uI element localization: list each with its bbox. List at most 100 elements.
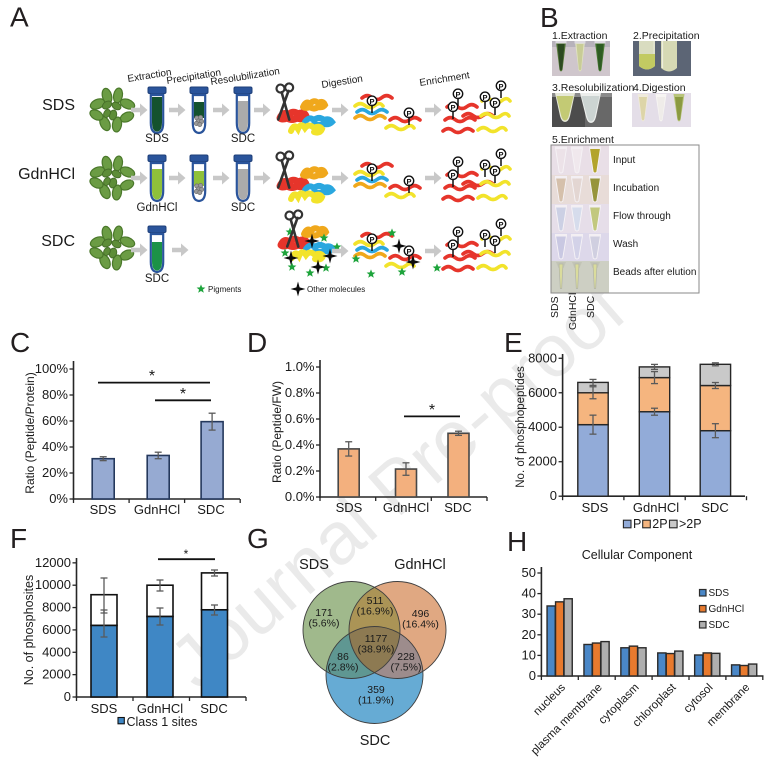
svg-text:GdnHCl: GdnHCl [137, 202, 178, 214]
svg-text:B: B [540, 2, 559, 33]
svg-text:4000: 4000 [528, 419, 557, 434]
svg-text:SDC: SDC [701, 500, 728, 515]
svg-text:0: 0 [529, 668, 536, 683]
svg-text:100%: 100% [35, 361, 69, 376]
svg-text:Cellular Component: Cellular Component [582, 548, 693, 562]
svg-text:SDC: SDC [200, 701, 227, 716]
svg-text:228: 228 [397, 651, 415, 663]
svg-text:496: 496 [412, 608, 430, 620]
svg-text:D: D [247, 327, 267, 358]
svg-text:6000: 6000 [42, 622, 71, 637]
svg-text:SDS: SDS [582, 500, 609, 515]
svg-text:SDS: SDS [709, 588, 730, 599]
svg-text:GdnHCl: GdnHCl [709, 604, 745, 615]
svg-text:SDC: SDC [585, 295, 597, 318]
svg-text:SDC: SDC [444, 500, 471, 515]
svg-text:SDC: SDC [360, 733, 391, 749]
svg-text:3.Resolubilization: 3.Resolubilization [552, 82, 634, 94]
svg-text:SDC: SDC [41, 233, 75, 250]
svg-text:(16.9%): (16.9%) [357, 606, 394, 618]
svg-text:*: * [180, 386, 186, 403]
svg-text:171: 171 [315, 607, 333, 619]
svg-text:359: 359 [367, 684, 385, 696]
svg-text:40%: 40% [42, 439, 68, 454]
svg-text:SDS: SDS [336, 500, 363, 515]
svg-text:60%: 60% [42, 413, 68, 428]
svg-text:30: 30 [522, 606, 536, 621]
svg-text:2P: 2P [652, 517, 667, 531]
svg-text:0: 0 [64, 689, 71, 704]
svg-text:Ratio (Peptide/FW): Ratio (Peptide/FW) [270, 381, 284, 483]
svg-text:0%: 0% [49, 491, 68, 506]
svg-text:*: * [184, 547, 189, 561]
svg-text:SDS: SDS [145, 133, 169, 145]
svg-text:40: 40 [522, 586, 536, 601]
svg-text:Pigments: Pigments [208, 285, 241, 294]
svg-text:GdnHCl: GdnHCl [633, 500, 679, 515]
svg-text:*: * [429, 402, 435, 419]
svg-text:0.4%: 0.4% [285, 437, 315, 452]
svg-text:(2.8%): (2.8%) [328, 662, 359, 674]
svg-text:GdnHCl: GdnHCl [567, 293, 579, 330]
svg-text:E: E [504, 327, 523, 358]
svg-text:C: C [10, 327, 30, 358]
svg-text:1177: 1177 [365, 633, 388, 645]
svg-text:8000: 8000 [42, 600, 71, 615]
svg-text:Input: Input [613, 155, 635, 166]
svg-text:0.0%: 0.0% [285, 489, 315, 504]
svg-text:4000: 4000 [42, 644, 71, 659]
svg-text:(16.4%): (16.4%) [402, 619, 439, 631]
svg-text:(11.9%): (11.9%) [358, 695, 394, 707]
svg-text:GdnHCl: GdnHCl [394, 557, 446, 573]
svg-text:86: 86 [337, 651, 349, 663]
svg-text:No. of phosphopeptides: No. of phosphopeptides [515, 366, 527, 488]
svg-text:Other molecules: Other molecules [307, 285, 365, 294]
svg-text:4.Digestion: 4.Digestion [633, 82, 686, 94]
svg-text:2000: 2000 [42, 667, 71, 682]
svg-text:5.Enrichment: 5.Enrichment [552, 134, 614, 146]
svg-text:511: 511 [367, 595, 384, 607]
svg-text:(38.9%): (38.9%) [358, 644, 395, 656]
svg-text:0.2%: 0.2% [285, 463, 315, 478]
svg-text:2000: 2000 [528, 454, 557, 469]
svg-text:(5.6%): (5.6%) [309, 618, 340, 630]
svg-text:Incubation: Incubation [613, 183, 659, 194]
svg-text:10: 10 [522, 647, 536, 662]
svg-text:F: F [10, 523, 27, 554]
svg-text:80%: 80% [42, 387, 68, 402]
svg-text:SDC: SDC [231, 202, 255, 214]
svg-text:A: A [10, 2, 29, 33]
svg-text:No. of phosphosites: No. of phosphosites [22, 575, 36, 686]
svg-text:6000: 6000 [528, 385, 557, 400]
svg-text:Ratio (Peptide/Protein): Ratio (Peptide/Protein) [23, 372, 37, 493]
svg-text:Beads after elution: Beads after elution [613, 267, 696, 278]
svg-text:SDC: SDC [709, 620, 730, 631]
svg-text:20: 20 [522, 627, 536, 642]
svg-text:50: 50 [522, 565, 536, 580]
svg-text:Flow through: Flow through [613, 211, 671, 222]
svg-text:0.6%: 0.6% [285, 411, 315, 426]
svg-text:10000: 10000 [35, 577, 71, 592]
svg-text:GdnHCl: GdnHCl [134, 502, 180, 517]
svg-text:SDS: SDS [90, 502, 117, 517]
svg-text:SDS: SDS [299, 557, 329, 573]
svg-text:SDC: SDC [145, 273, 169, 285]
svg-text:G: G [247, 523, 269, 554]
svg-text:20%: 20% [42, 465, 68, 480]
svg-text:0.8%: 0.8% [285, 385, 315, 400]
svg-text:Class 1 sites: Class 1 sites [127, 715, 198, 729]
svg-text:8000: 8000 [528, 350, 557, 365]
svg-text:*: * [149, 368, 155, 385]
svg-text:1.0%: 1.0% [285, 359, 315, 374]
svg-text:SDC: SDC [231, 133, 255, 145]
svg-text:GdnHCl: GdnHCl [137, 701, 183, 716]
svg-text:0: 0 [550, 488, 557, 503]
svg-text:1.Extraction: 1.Extraction [552, 30, 608, 42]
svg-text:>2P: >2P [679, 517, 702, 531]
svg-text:GdnHCl: GdnHCl [383, 500, 429, 515]
svg-text:H: H [507, 526, 527, 557]
svg-text:2.Precipitation: 2.Precipitation [633, 30, 700, 42]
svg-text:Wash: Wash [613, 239, 638, 250]
svg-text:SDS: SDS [549, 296, 561, 318]
svg-text:SDC: SDC [197, 502, 224, 517]
